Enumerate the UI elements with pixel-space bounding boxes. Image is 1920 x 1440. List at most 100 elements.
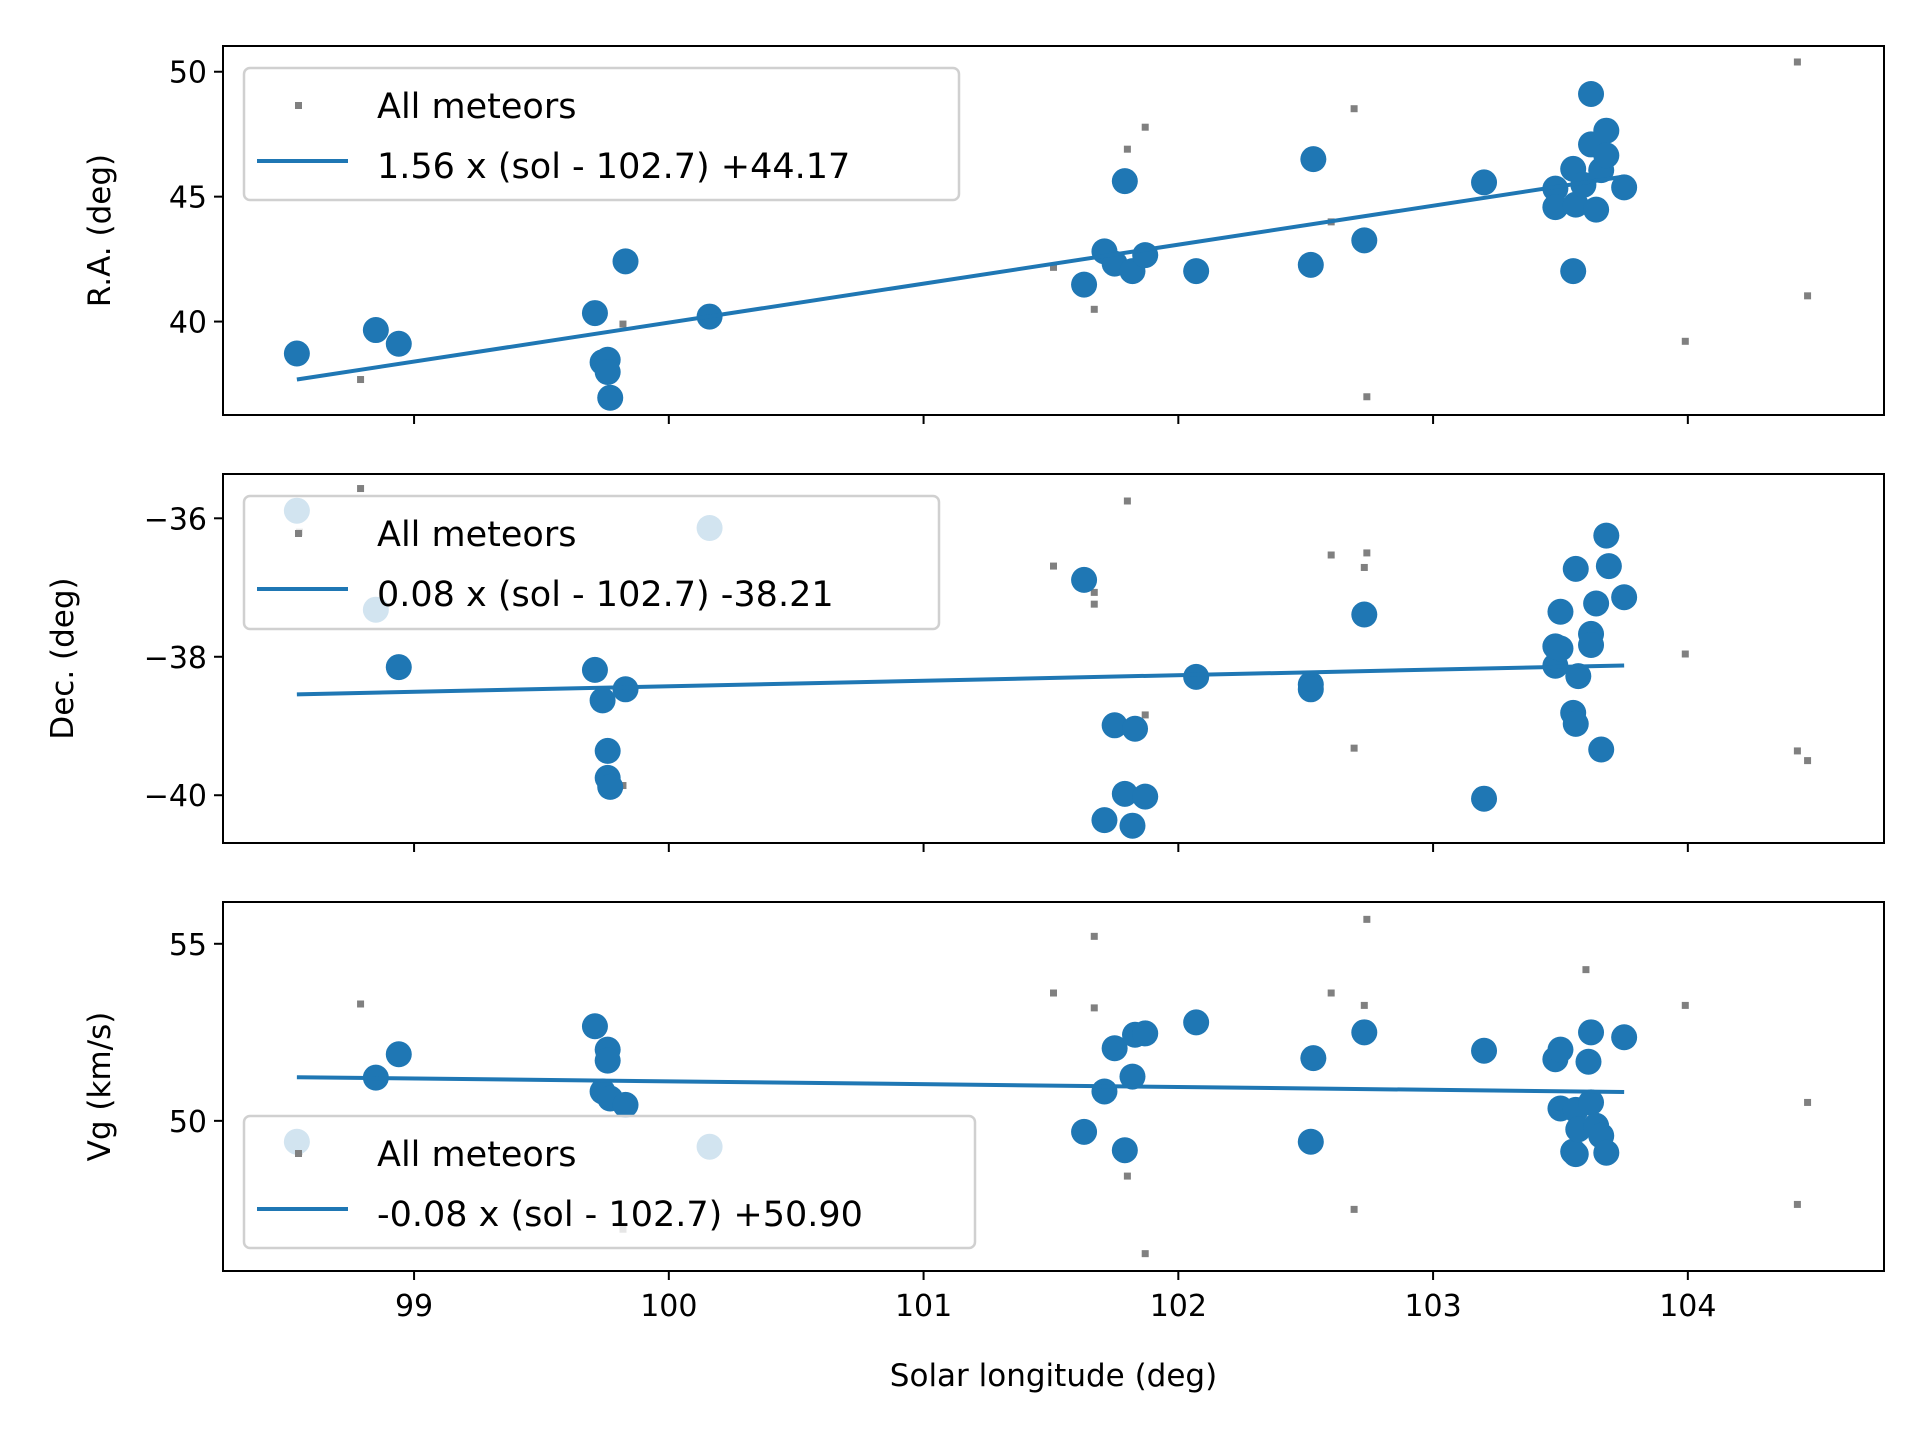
legend-label: -0.08 x (sol - 102.7) +50.90 xyxy=(377,1195,863,1235)
meteor-point xyxy=(1122,715,1149,742)
meteor-point xyxy=(1593,117,1620,144)
all-meteor-marker xyxy=(1123,497,1131,505)
legend-label: All meteors xyxy=(377,1135,576,1175)
meteor-point xyxy=(385,1041,412,1068)
meteor-point xyxy=(1091,807,1118,834)
all-meteor-marker xyxy=(1090,1004,1098,1012)
meteor-point xyxy=(1583,590,1610,617)
all-meteor-marker xyxy=(1123,1172,1131,1180)
legend-label: All meteors xyxy=(377,515,576,555)
meteor-point xyxy=(594,737,621,764)
y-axis-label: Dec. (deg) xyxy=(45,577,81,739)
all-meteor-marker xyxy=(1681,650,1689,658)
fit-line xyxy=(296,663,1625,697)
all-meteor-marker xyxy=(1050,989,1057,997)
all-meteor-marker xyxy=(1090,600,1098,608)
meteor-point xyxy=(1560,258,1587,285)
meteor-point xyxy=(1542,194,1569,221)
meteor-point xyxy=(1547,635,1574,662)
meteor-point xyxy=(385,330,412,357)
all-meteor-marker xyxy=(1793,1200,1801,1208)
meteor-point xyxy=(1071,271,1098,298)
meteor-point xyxy=(1611,174,1638,201)
meteor-point xyxy=(612,676,639,703)
y-tick-label: −40 xyxy=(144,779,207,814)
all-meteor-marker xyxy=(1350,105,1358,113)
y-tick-label: 40 xyxy=(169,306,207,341)
meteor-point xyxy=(1578,632,1605,658)
x-tick-label: 104 xyxy=(1659,1289,1716,1324)
meteor-point xyxy=(1111,780,1138,807)
legend-label: 1.56 x (sol - 102.7) +44.17 xyxy=(377,147,850,187)
y-tick-label: 50 xyxy=(169,1105,207,1140)
meteor-point xyxy=(597,773,624,800)
x-tick-label: 103 xyxy=(1404,1289,1461,1324)
all-meteor-marker xyxy=(1141,711,1149,719)
meteor-point xyxy=(1471,169,1498,196)
legend: All meteors 1.56 x (sol - 102.7) +44.17 xyxy=(242,66,961,202)
meteor-point xyxy=(1565,663,1592,690)
all-meteor-marker xyxy=(1327,551,1335,559)
all-meteor-marker xyxy=(357,376,365,384)
all-meteor-marker xyxy=(1050,263,1057,271)
meteor-point xyxy=(1111,1137,1138,1164)
meteor-point xyxy=(1351,227,1378,254)
all-meteor-marker xyxy=(1090,588,1098,596)
meteor-point xyxy=(1578,1019,1605,1046)
legend: All meteors -0.08 x (sol - 102.7) +50.90 xyxy=(242,1114,977,1250)
x-tick-label: 102 xyxy=(1150,1289,1207,1324)
meteor-point xyxy=(1297,251,1324,278)
meteor-point xyxy=(1111,168,1138,195)
meteor-point xyxy=(1071,566,1098,593)
meteor-point xyxy=(1101,1035,1128,1062)
meteor-point xyxy=(1091,1078,1118,1105)
all-meteor-marker xyxy=(1350,744,1358,752)
meteor-point xyxy=(1132,783,1159,810)
meteor-point xyxy=(362,317,389,344)
all-meteor-marker xyxy=(1327,989,1335,997)
y-axis-label: Vg (km/s) xyxy=(82,1012,118,1162)
all-meteors-legend-marker xyxy=(295,530,302,537)
y-tick-label: 45 xyxy=(169,181,207,216)
meteor-point xyxy=(1562,555,1589,582)
all-meteor-marker xyxy=(1804,292,1812,300)
legend-box xyxy=(242,66,961,202)
meteor-point xyxy=(1132,1020,1159,1047)
all-meteor-marker xyxy=(1141,1250,1149,1258)
meteor-point xyxy=(1611,1024,1638,1051)
meteor-point xyxy=(581,1013,608,1040)
legend-box xyxy=(242,1114,977,1250)
meteor-point xyxy=(1588,736,1615,763)
y-tick-label: 50 xyxy=(169,56,207,91)
meteor-point xyxy=(1471,785,1498,812)
meteor-point xyxy=(1593,142,1620,169)
legend: All meteors 0.08 x (sol - 102.7) -38.21 xyxy=(242,494,941,631)
meteor-point xyxy=(1119,1063,1146,1090)
all-meteor-marker xyxy=(1050,562,1057,570)
meteor-point xyxy=(1575,1048,1602,1075)
meteor-point xyxy=(1562,191,1589,218)
fit-line xyxy=(296,174,1625,382)
legend-box xyxy=(242,494,941,631)
meteor-point xyxy=(1593,1139,1620,1166)
all-meteor-marker xyxy=(1090,305,1098,313)
meteor-point xyxy=(1593,522,1620,549)
meteor-point xyxy=(589,687,616,714)
panel-1: 40 45 50 R.A. (deg) All meteors 1.56 x (sol -… xyxy=(82,45,1885,424)
all-meteor-marker xyxy=(1141,123,1149,131)
meteor-point xyxy=(1119,812,1146,839)
meteor-point xyxy=(1297,676,1324,703)
meteor-point xyxy=(597,384,624,411)
legend-label: 0.08 x (sol - 102.7) -38.21 xyxy=(377,575,834,615)
all-meteor-marker xyxy=(357,1000,365,1008)
all-meteor-marker xyxy=(1360,563,1368,571)
y-tick-label: −38 xyxy=(144,641,207,676)
meteor-point xyxy=(1547,598,1574,625)
meteor-point xyxy=(1351,601,1378,628)
all-meteor-marker xyxy=(1090,932,1098,940)
x-tick-label: 100 xyxy=(640,1289,697,1324)
meteor-point xyxy=(1297,1128,1324,1155)
meteor-point xyxy=(581,656,608,683)
x-axis-label: Solar longitude (deg) xyxy=(890,1358,1217,1394)
